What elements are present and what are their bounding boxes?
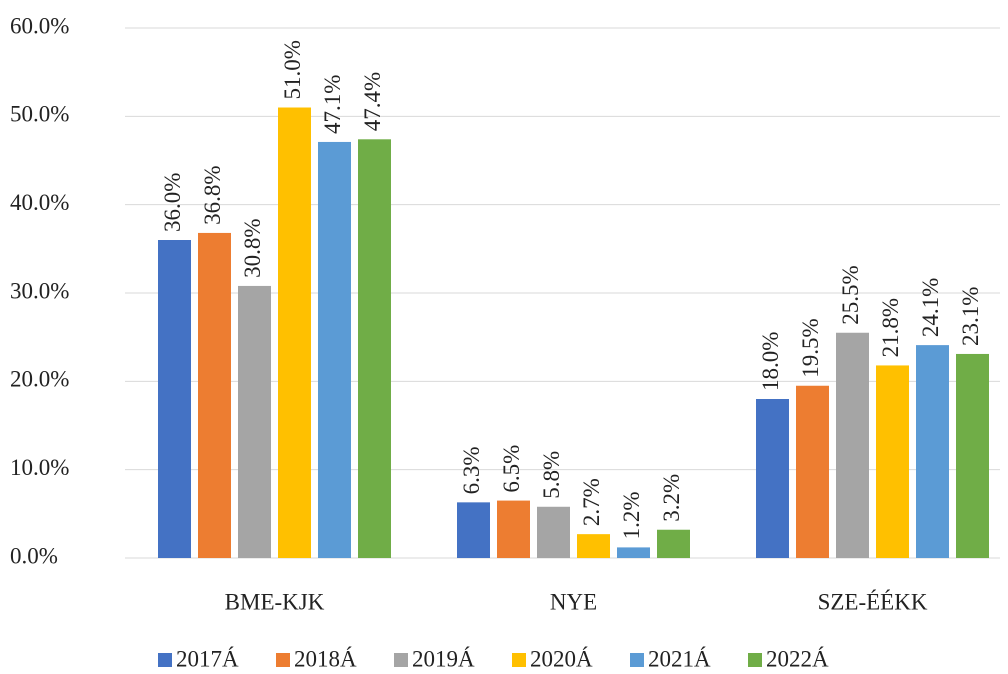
data-label: 36.0% xyxy=(160,173,185,232)
x-tick-label: BME-KJK xyxy=(225,589,325,614)
bar xyxy=(956,353,989,558)
y-tick-label: 60.0% xyxy=(10,13,69,38)
bar xyxy=(916,345,949,558)
y-tick-label: 20.0% xyxy=(10,367,69,392)
data-label: 23.1% xyxy=(958,287,983,346)
data-label: 18.0% xyxy=(758,332,783,391)
bar xyxy=(318,141,351,558)
y-tick-label: 30.0% xyxy=(10,278,69,303)
legend-label: 2018Á xyxy=(294,646,357,671)
bar xyxy=(577,534,610,558)
y-tick-label: 40.0% xyxy=(10,190,69,215)
legend-label: 2021Á xyxy=(648,646,711,671)
data-label: 21.8% xyxy=(878,298,903,357)
data-label: 3.2% xyxy=(659,474,684,522)
bar xyxy=(836,332,869,558)
data-label: 5.8% xyxy=(539,451,564,499)
x-tick-label: NYE xyxy=(550,589,597,614)
bar xyxy=(796,385,829,558)
legend-swatch xyxy=(630,653,644,667)
bar xyxy=(457,502,490,558)
x-tick-label: SZE-ÉÉKK xyxy=(818,589,928,614)
legend-label: 2017Á xyxy=(176,646,239,671)
bar xyxy=(358,139,391,559)
bar xyxy=(278,107,311,558)
data-label: 24.1% xyxy=(918,278,943,337)
data-label: 47.4% xyxy=(360,72,385,131)
data-label: 6.3% xyxy=(459,446,484,494)
bar xyxy=(657,529,690,558)
data-label: 30.8% xyxy=(240,219,265,278)
legend-label: 2022Á xyxy=(766,646,829,671)
bar xyxy=(497,500,530,558)
data-label: 1.2% xyxy=(619,491,644,539)
y-tick-label: 0.0% xyxy=(10,543,58,568)
data-label: 36.8% xyxy=(200,166,225,225)
bar xyxy=(617,547,650,558)
legend-label: 2020Á xyxy=(530,646,593,671)
data-label: 19.5% xyxy=(798,318,823,377)
data-label: 51.0% xyxy=(280,40,305,99)
data-label: 2.7% xyxy=(579,478,604,526)
bar xyxy=(158,240,191,558)
data-label: 47.1% xyxy=(320,75,345,134)
bar xyxy=(238,285,271,558)
data-label: 25.5% xyxy=(838,265,863,324)
legend-swatch xyxy=(276,653,290,667)
legend-swatch xyxy=(394,653,408,667)
bar xyxy=(756,399,789,558)
bar xyxy=(876,365,909,558)
legend-label: 2019Á xyxy=(412,646,475,671)
bar xyxy=(198,232,231,558)
y-tick-label: 50.0% xyxy=(10,102,69,127)
legend-swatch xyxy=(158,653,172,667)
legend-swatch xyxy=(748,653,762,667)
y-tick-label: 10.0% xyxy=(10,455,69,480)
data-label: 6.5% xyxy=(499,445,524,493)
bar xyxy=(537,506,570,558)
legend-swatch xyxy=(512,653,526,667)
